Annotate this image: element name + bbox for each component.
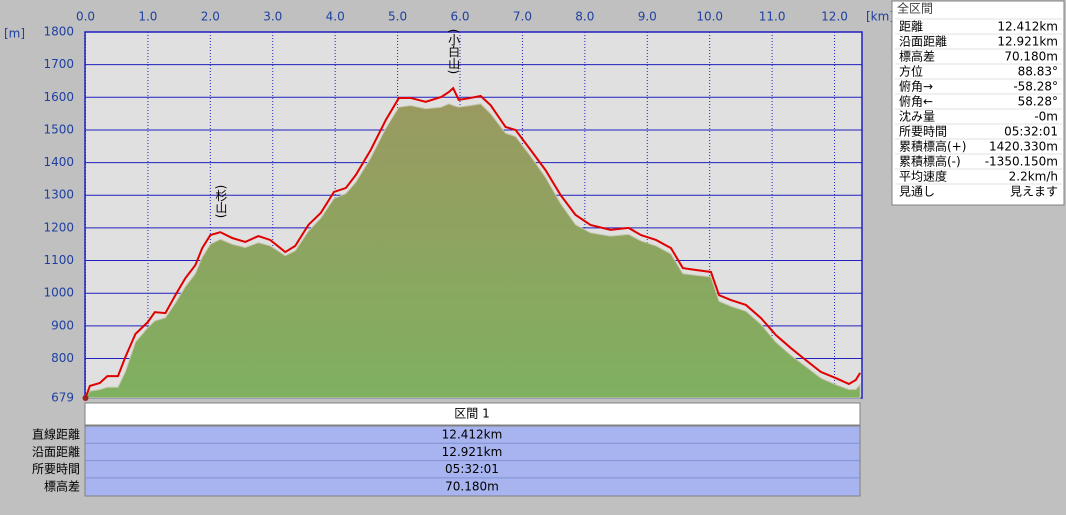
summary-title: 全区間 [897, 1, 933, 16]
summary-label: 方位 [899, 64, 923, 79]
summary-value: 70.180m [1004, 50, 1058, 64]
summary-value: 2.2km/h [1009, 170, 1058, 184]
summary-label: 所要時間 [899, 125, 947, 139]
summary-label: 俯角← [899, 94, 933, 109]
x-tick-label: 3.0 [263, 10, 282, 24]
x-tick-label: 7.0 [513, 10, 532, 24]
row-value: 12.412km [442, 428, 503, 442]
row-label: 沿面距離 [32, 445, 80, 459]
y-tick-label: 1400 [43, 155, 74, 169]
y-tick-label: 800 [51, 351, 74, 365]
y-tick-label: 1800 [43, 25, 74, 39]
row-value: 12.921km [442, 445, 503, 459]
summary-value: -58.28° [1013, 80, 1058, 94]
summary-label: 平均速度 [899, 169, 947, 184]
row-value: 05:32:01 [445, 462, 499, 476]
y-tick-label: 1600 [43, 90, 74, 104]
y-axis-label: [m] [4, 27, 25, 41]
section-header [84, 402, 861, 426]
summary-label: 累積標高(-) [899, 154, 961, 169]
x-tick-label: 12.0 [821, 10, 848, 24]
y-tick-label: 900 [51, 318, 74, 332]
x-tick-label: 2.0 [201, 10, 220, 24]
row-label: 標高差 [44, 478, 80, 493]
summary-value: 12.921km [997, 35, 1058, 49]
summary-label: 見通し [899, 185, 935, 199]
peak-annotation: (杉山) [214, 185, 228, 218]
summary-label: 距離 [899, 20, 923, 34]
x-tick-label: 8.0 [575, 10, 594, 24]
y-tick-label: 1500 [43, 122, 74, 136]
summary-value: 見えます [1010, 185, 1058, 199]
summary-label: 俯角→ [899, 79, 933, 94]
x-tick-label: 11.0 [759, 10, 786, 24]
summary-value: 05:32:01 [1004, 125, 1058, 139]
profile-line [84, 86, 861, 399]
x-tick-label: 10.0 [696, 10, 723, 24]
summary-value: 1420.330m [989, 140, 1058, 154]
summary-label: 沈み量 [899, 109, 935, 124]
x-tick-label: 5.0 [388, 10, 407, 24]
peak-annotation: (小白山) [447, 29, 461, 74]
x-axis-label: [km] [866, 10, 894, 24]
terrain-area [84, 103, 861, 399]
row-value: 70.180m [445, 479, 499, 493]
y-tick-label: 679 [51, 391, 74, 405]
summary-value: 88.83° [1018, 65, 1058, 79]
summary-label: 沿面距離 [899, 35, 947, 49]
start-marker [82, 395, 89, 401]
x-tick-label: 1.0 [138, 10, 157, 24]
summary-value: 12.412km [997, 20, 1058, 34]
summary-value: -1350.150m [985, 155, 1058, 169]
summary-label: 累積標高(+) [899, 139, 966, 154]
y-tick-label: 1200 [43, 220, 74, 234]
x-tick-label: 4.0 [326, 10, 345, 24]
y-tick-label: 1100 [43, 253, 74, 267]
summary-value: 58.28° [1018, 95, 1058, 109]
row-label: 所要時間 [32, 462, 80, 476]
summary-label: 標高差 [899, 49, 935, 64]
section-title: 区間 1 [454, 407, 489, 421]
summary-value: -0m [1034, 110, 1058, 124]
x-tick-label: 6.0 [450, 10, 469, 24]
summary-panel [891, 0, 1065, 206]
x-tick-label: 9.0 [638, 10, 657, 24]
y-tick-label: 1700 [43, 57, 74, 71]
x-tick-label: 0.0 [76, 10, 95, 24]
row-label: 直線距離 [32, 427, 80, 442]
y-tick-label: 1300 [43, 188, 74, 202]
y-tick-label: 1000 [43, 286, 74, 300]
